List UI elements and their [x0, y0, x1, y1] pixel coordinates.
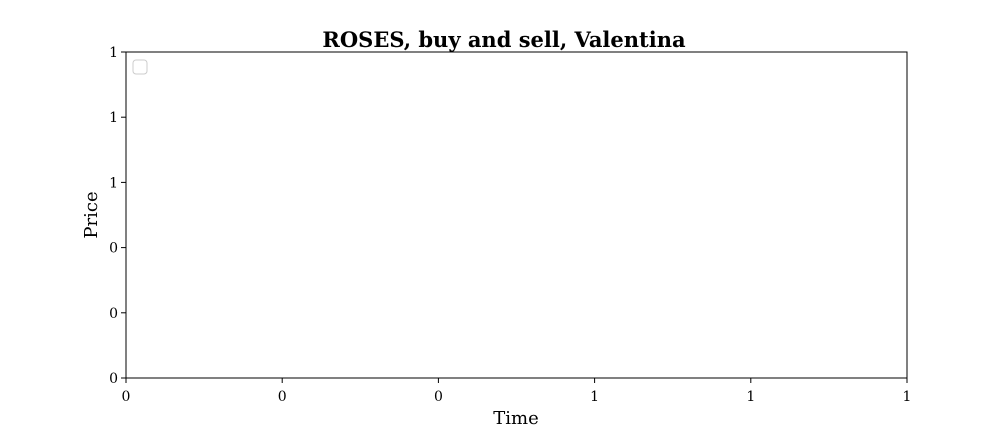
x-tick-label: 0 [434, 389, 443, 405]
x-axis-label: Time [493, 408, 538, 429]
plot-area [125, 51, 908, 379]
y-tick-label: 0 [109, 241, 118, 257]
y-tick-label: 0 [109, 306, 118, 322]
x-axis-ticks: 0 0 0 1 1 1 [122, 378, 912, 405]
y-tick-label: 1 [109, 45, 118, 61]
y-tick-label: 1 [109, 110, 118, 126]
x-tick-label: 1 [590, 389, 599, 405]
y-axis-label: Price [81, 191, 102, 238]
chart-title: ROSES, buy and sell, Valentina [322, 27, 686, 52]
x-tick-label: 0 [278, 389, 287, 405]
y-tick-label: 1 [109, 175, 118, 191]
x-tick-label: 0 [122, 389, 131, 405]
x-tick-label: 1 [903, 389, 912, 405]
legend [132, 59, 148, 75]
legend-box [132, 59, 148, 75]
y-axis-ticks: 0 0 0 1 1 1 [109, 45, 126, 387]
x-tick-label: 1 [746, 389, 755, 405]
y-tick-label: 0 [109, 371, 118, 387]
